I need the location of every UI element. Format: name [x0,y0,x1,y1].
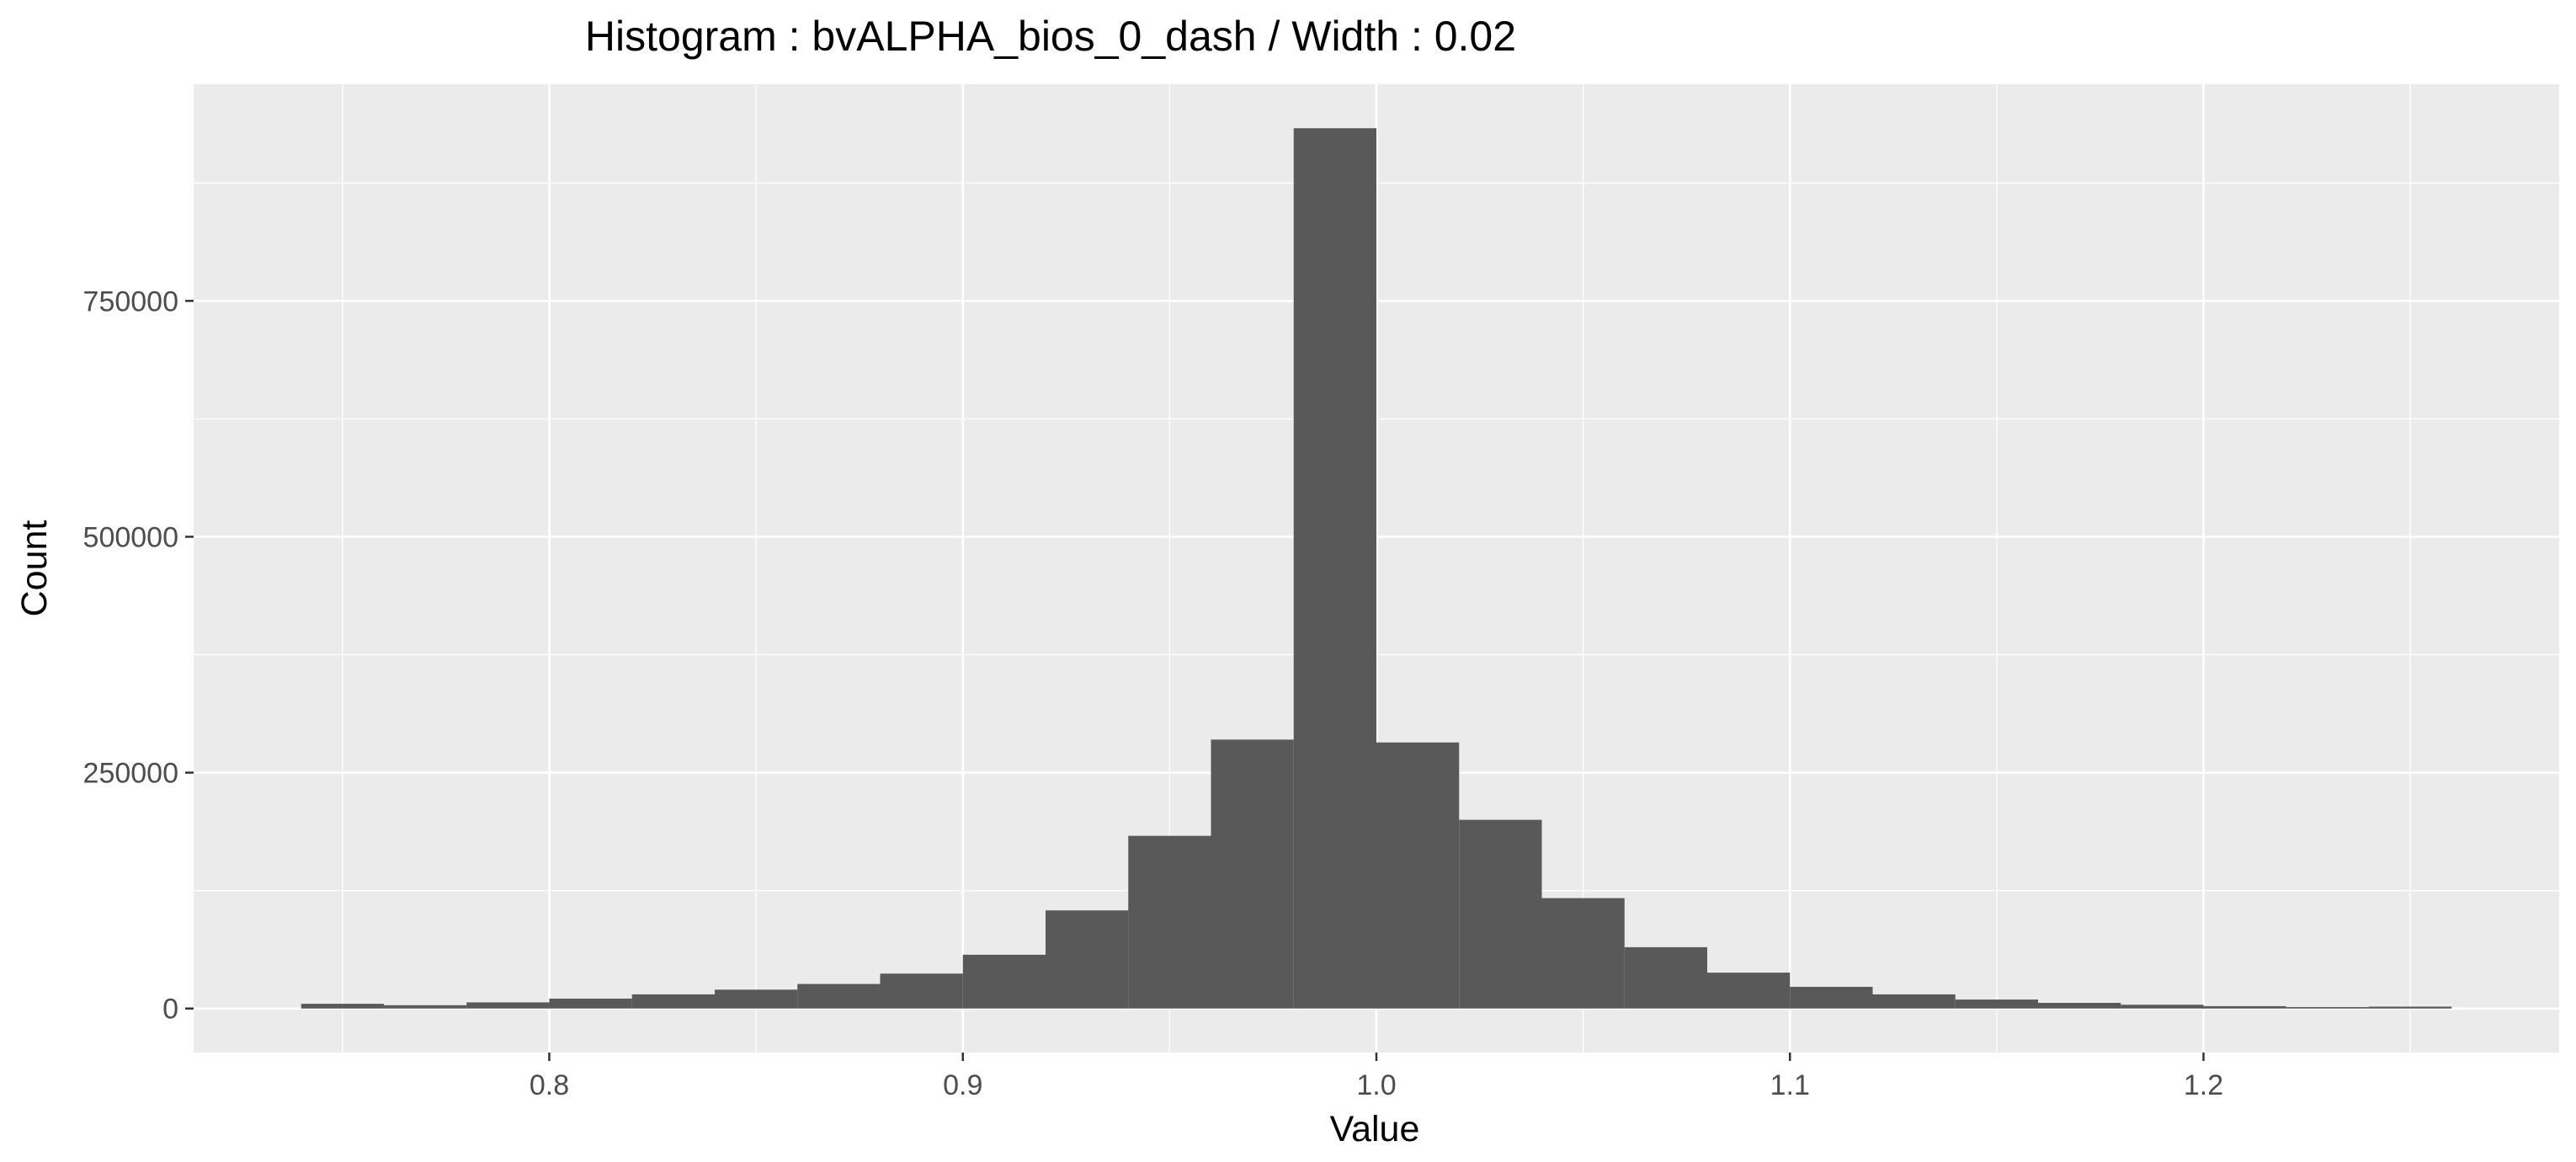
x-axis: 0.8 0.9 1.0 1.1 1.2 [530,1053,2223,1101]
histogram-bar [1211,739,1294,1009]
histogram-bar [1872,994,1956,1009]
histogram-bar [549,998,632,1009]
x-tick-label: 0.9 [943,1069,982,1101]
histogram-bar [1045,910,1129,1009]
y-tick-label: 0 [162,994,178,1026]
histogram-bar [631,994,715,1009]
x-tick-label: 1.1 [1770,1069,1810,1101]
y-tick-label: 750000 [83,285,178,317]
histogram-bar [1459,819,1542,1009]
chart-title: Histogram : bvALPHA_bios_0_dash / Width … [585,13,1516,60]
histogram-bar [1955,999,2039,1009]
histogram-bar [714,989,798,1009]
histogram-bar [2369,1006,2452,1009]
histogram-bar [2203,1005,2286,1009]
x-tick-label: 1.2 [2184,1069,2223,1101]
histogram-bar [1624,946,1708,1009]
histogram-bar [1376,742,1460,1009]
x-tick-label: 0.8 [530,1069,569,1101]
histogram-bar [2038,1003,2121,1009]
histogram-bar [1293,128,1376,1009]
y-axis-title: Count [14,520,55,617]
y-tick-label: 250000 [83,758,178,790]
histogram-bar [1541,898,1625,1009]
histogram-bar [962,954,1046,1009]
y-tick-label: 500000 [83,521,178,553]
histogram-bar [301,1004,384,1009]
y-axis: 0 250000 500000 750000 [83,285,194,1026]
histogram-bar [383,1005,467,1009]
x-tick-label: 1.0 [1356,1069,1396,1101]
histogram-bar [2286,1007,2370,1009]
histogram-bars [301,128,2452,1009]
histogram-bar [2121,1005,2204,1009]
histogram-bar [466,1002,550,1009]
histogram-bar [1128,835,1211,1009]
x-axis-title: Value [1330,1109,1420,1149]
histogram-bar [1790,986,1873,1009]
histogram-bar [797,983,881,1009]
histogram-bar [880,973,963,1009]
histogram-bar [1707,973,1791,1009]
